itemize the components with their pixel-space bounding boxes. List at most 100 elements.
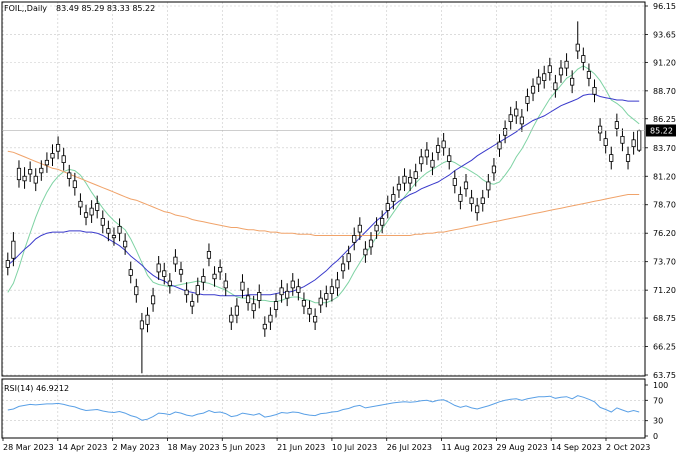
candle-body [380, 218, 385, 226]
candle-body [497, 141, 502, 150]
candle [22, 167, 27, 189]
candle [609, 146, 614, 170]
candle-body [335, 279, 340, 289]
rsi-panel [2, 395, 645, 422]
candles[interactable] [5, 21, 642, 374]
candle [56, 136, 61, 160]
candle [486, 173, 491, 198]
rsi-line [7, 395, 640, 421]
ma-mid-line [7, 93, 640, 297]
x-tick-label: 14 Apr 2023 [58, 443, 107, 452]
candle [150, 287, 156, 312]
candle-body [229, 314, 234, 323]
candle-body [620, 136, 625, 144]
candle-body [374, 224, 379, 232]
candle [234, 298, 239, 324]
candle [106, 220, 111, 242]
candle [206, 243, 212, 267]
candle-body [296, 286, 301, 293]
candle-body [586, 71, 591, 79]
candle-body [542, 73, 547, 81]
candle-body [95, 203, 100, 211]
candle [273, 293, 279, 318]
y-tick-label: 93.65 [653, 30, 676, 39]
candle [491, 158, 497, 181]
candle [374, 217, 379, 239]
candle [212, 266, 217, 287]
candle [441, 132, 446, 156]
candle-body [5, 260, 10, 268]
candle-body [486, 181, 491, 191]
candle [5, 252, 10, 276]
rsi-tick-label: 70 [653, 396, 663, 405]
candle-body [329, 286, 334, 294]
candle [530, 78, 536, 102]
candle [290, 273, 295, 296]
candle [553, 74, 558, 98]
candle [570, 70, 575, 94]
candle-body [463, 181, 469, 190]
candle [424, 142, 429, 165]
candle-body [625, 154, 631, 162]
price-tag: 85.22 [650, 126, 673, 135]
candle [463, 173, 469, 197]
candle-body [363, 248, 368, 256]
ma-slow-line [7, 150, 640, 236]
moving-averages [7, 65, 640, 304]
candle-body [301, 300, 307, 307]
x-tick-label: 29 Aug 2023 [496, 443, 547, 452]
candle [352, 227, 357, 251]
candle-body [514, 108, 519, 117]
candle-body [83, 212, 89, 218]
candle-body [307, 307, 312, 315]
candle-body [508, 114, 513, 122]
candle [117, 218, 122, 242]
candle [145, 307, 150, 333]
candle-body [491, 165, 497, 174]
y-tick-label: 86.25 [653, 115, 676, 124]
candle [542, 65, 547, 89]
candle-body [156, 263, 161, 273]
candle-body [218, 266, 223, 273]
candle-body [134, 286, 139, 296]
candle-body [631, 139, 636, 148]
candle-body [408, 177, 413, 184]
candle [357, 217, 362, 241]
candle [391, 186, 396, 210]
candle-body [234, 305, 239, 316]
candle [128, 261, 133, 284]
candle-body [33, 175, 38, 184]
candle-body [223, 280, 228, 289]
candle [89, 200, 94, 223]
candle-body [117, 225, 122, 234]
candle-body [240, 281, 245, 291]
chart-header-symbol: FOIL,,Daily [4, 4, 47, 13]
candle-body [452, 178, 457, 186]
candle-body [145, 314, 150, 325]
candle [201, 268, 206, 291]
candle [111, 227, 117, 246]
candle-body [637, 130, 642, 151]
candle [503, 120, 508, 144]
candle-body [525, 96, 530, 104]
candle-body [28, 169, 33, 175]
candle-body [603, 138, 608, 146]
candle [139, 312, 144, 374]
candle [167, 273, 172, 294]
candle-body [22, 175, 27, 182]
candle [620, 128, 625, 152]
candle [162, 262, 167, 285]
candle [380, 210, 385, 234]
candle-body [56, 143, 61, 152]
candle [134, 278, 139, 303]
candle [329, 278, 334, 302]
candle-body [536, 76, 541, 85]
candle [402, 168, 407, 192]
candle-body [167, 280, 172, 286]
candle [458, 186, 463, 210]
candle [156, 255, 161, 280]
candle [307, 300, 312, 323]
price-tag-bg [646, 124, 676, 137]
candle-body [39, 167, 44, 174]
